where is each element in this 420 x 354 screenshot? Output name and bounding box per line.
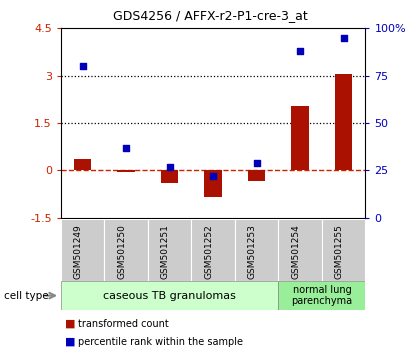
Bar (278, 219, 322, 281)
Point (210, 173, 217, 179)
Bar (118, 170, 135, 172)
Text: GDS4256 / AFFX-r2-P1-cre-3_at: GDS4256 / AFFX-r2-P1-cre-3_at (113, 9, 307, 22)
Bar (192, 219, 235, 281)
Point (79, 63, 86, 69)
Bar (61, 219, 105, 281)
Bar (161, 170, 178, 183)
Bar (74, 159, 92, 170)
Bar (291, 105, 309, 170)
Text: GSM501250: GSM501250 (117, 224, 126, 279)
Text: GSM501252: GSM501252 (204, 224, 213, 279)
Bar (105, 219, 148, 281)
Text: transformed count: transformed count (78, 319, 168, 329)
Bar (148, 219, 192, 281)
Bar (235, 219, 278, 281)
Bar (322, 219, 365, 281)
Point (340, 35, 347, 41)
Text: GSM501253: GSM501253 (248, 224, 257, 279)
Text: GSM501255: GSM501255 (335, 224, 344, 279)
Bar (335, 74, 352, 170)
Bar (278, 281, 365, 310)
Text: caseous TB granulomas: caseous TB granulomas (103, 291, 236, 301)
Text: normal lung
parenchyma: normal lung parenchyma (291, 285, 352, 307)
Point (123, 145, 129, 150)
Bar (61, 281, 278, 310)
Point (297, 48, 304, 54)
Text: ■: ■ (65, 319, 76, 329)
Point (166, 164, 173, 170)
Text: ■: ■ (65, 337, 76, 347)
Text: GSM501251: GSM501251 (161, 224, 170, 279)
Point (253, 160, 260, 166)
Bar (205, 170, 222, 197)
Text: GSM501249: GSM501249 (74, 224, 83, 279)
Text: cell type: cell type (4, 291, 49, 301)
Text: percentile rank within the sample: percentile rank within the sample (78, 337, 243, 347)
Bar (248, 170, 265, 181)
Text: GSM501254: GSM501254 (291, 224, 300, 279)
